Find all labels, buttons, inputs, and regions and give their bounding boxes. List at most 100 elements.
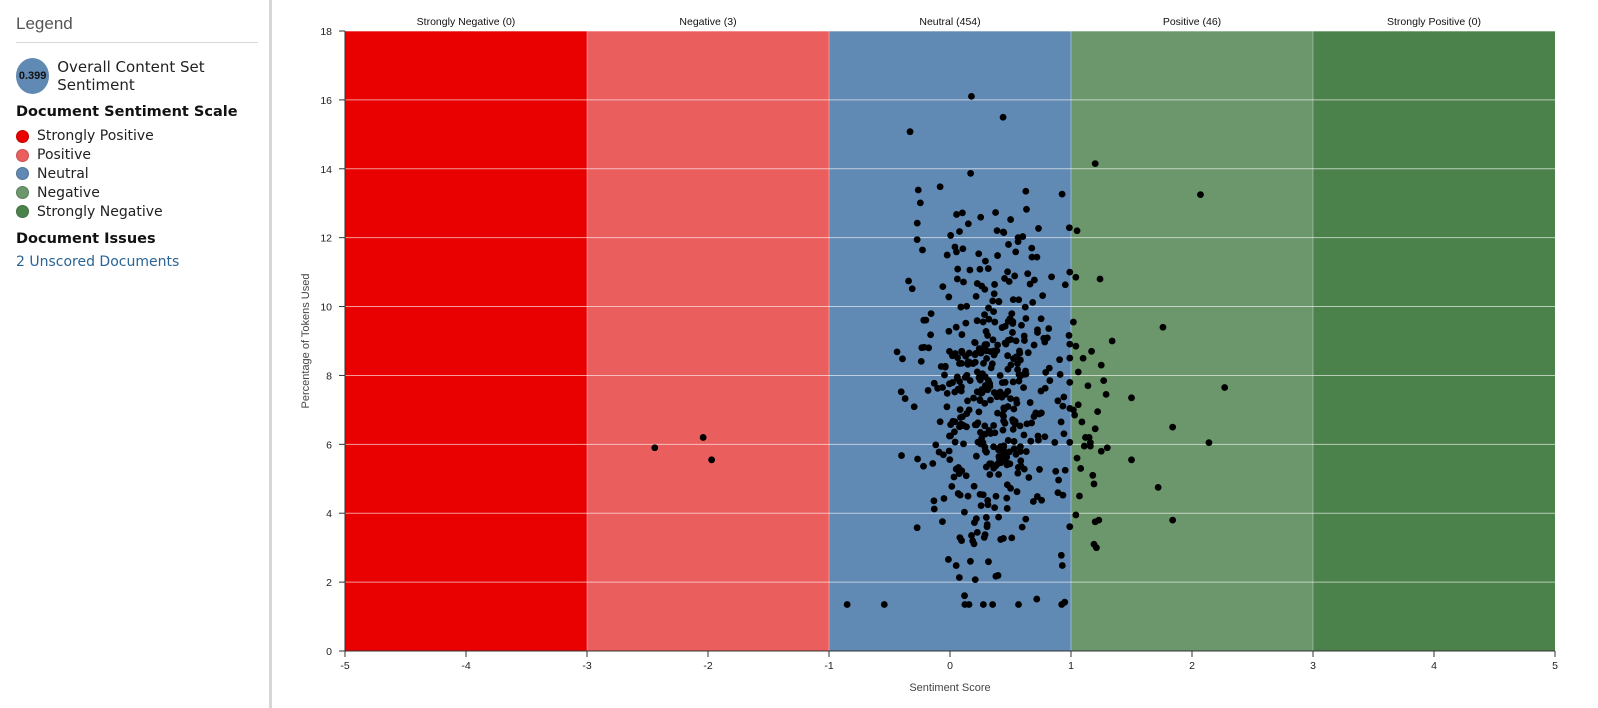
data-point bbox=[1066, 355, 1073, 362]
data-point bbox=[1020, 384, 1027, 391]
data-point bbox=[1019, 233, 1026, 240]
data-point bbox=[1074, 455, 1081, 462]
data-point bbox=[1022, 368, 1029, 375]
data-point bbox=[1197, 191, 1204, 198]
band-label: Positive (46) bbox=[1163, 16, 1221, 28]
data-point bbox=[1033, 596, 1040, 603]
data-point bbox=[1070, 319, 1077, 326]
data-point bbox=[1022, 315, 1029, 322]
scale-item-positive: Positive bbox=[16, 146, 163, 165]
data-point bbox=[945, 328, 952, 335]
data-point bbox=[1094, 408, 1101, 415]
data-point bbox=[1012, 248, 1019, 255]
overall-sentiment: 0.399 Overall Content Set Sentiment bbox=[16, 58, 269, 94]
data-point bbox=[981, 534, 988, 541]
data-point bbox=[1038, 410, 1045, 417]
data-point bbox=[1027, 399, 1034, 406]
data-point bbox=[1066, 439, 1073, 446]
data-point bbox=[914, 220, 921, 227]
data-point bbox=[960, 279, 967, 286]
data-point bbox=[993, 493, 1000, 500]
data-point bbox=[914, 524, 921, 531]
data-point bbox=[1025, 349, 1032, 356]
scale-item-negative: Negative bbox=[16, 183, 163, 202]
data-point bbox=[984, 523, 991, 530]
data-point bbox=[971, 339, 978, 346]
unscored-documents-link[interactable]: 2 Unscored Documents bbox=[16, 254, 179, 270]
data-point bbox=[963, 303, 970, 310]
data-point bbox=[1075, 369, 1082, 376]
data-point bbox=[1085, 382, 1092, 389]
data-point bbox=[1023, 206, 1030, 213]
data-point bbox=[1005, 241, 1012, 248]
scale-item-label: Strongly Positive bbox=[37, 128, 154, 144]
legend-panel: Legend 0.399 Overall Content Set Sentime… bbox=[0, 0, 272, 708]
data-point bbox=[1011, 273, 1018, 280]
data-point bbox=[1017, 373, 1024, 380]
x-tick-label: 3 bbox=[1310, 660, 1316, 672]
data-point bbox=[996, 453, 1003, 460]
data-point bbox=[959, 210, 966, 217]
data-point bbox=[961, 509, 968, 516]
data-point bbox=[1006, 278, 1013, 285]
x-tick-label: -4 bbox=[461, 660, 470, 672]
data-point bbox=[881, 601, 888, 608]
data-point bbox=[1045, 325, 1052, 332]
data-point bbox=[1061, 599, 1068, 606]
data-point bbox=[1021, 333, 1028, 340]
data-point bbox=[994, 252, 1001, 259]
data-point bbox=[1098, 448, 1105, 455]
data-point bbox=[946, 456, 953, 463]
band-labels: Strongly Negative (0) Negative (3) Neutral… bbox=[417, 16, 1481, 28]
data-point bbox=[1024, 420, 1031, 427]
sentiment-scale-list: Strongly Positive Positive Neutral Negat… bbox=[16, 127, 163, 221]
data-point bbox=[1062, 467, 1069, 474]
data-point bbox=[1080, 355, 1087, 362]
data-point bbox=[1088, 348, 1095, 355]
data-point bbox=[918, 358, 925, 365]
data-point bbox=[1010, 426, 1017, 433]
data-point bbox=[942, 364, 949, 371]
scale-item-strongly-positive: Strongly Positive bbox=[16, 127, 163, 146]
data-point bbox=[1005, 366, 1012, 373]
data-point bbox=[1025, 474, 1032, 481]
data-point bbox=[991, 389, 998, 396]
data-point bbox=[986, 471, 993, 478]
data-point bbox=[894, 349, 901, 356]
data-point bbox=[948, 483, 955, 490]
data-point bbox=[982, 258, 989, 265]
data-point bbox=[973, 453, 980, 460]
data-point bbox=[988, 364, 995, 371]
data-point bbox=[987, 397, 994, 404]
y-axis-label: Percentage of Tokens Used bbox=[300, 274, 312, 409]
data-point bbox=[1128, 394, 1135, 401]
band-label: Neutral (454) bbox=[919, 16, 980, 28]
data-point bbox=[1103, 391, 1110, 398]
data-point bbox=[1095, 517, 1102, 524]
data-point bbox=[1072, 274, 1079, 281]
legend-title: Legend bbox=[16, 14, 258, 43]
data-point bbox=[1041, 339, 1048, 346]
data-point bbox=[1014, 366, 1021, 373]
data-point bbox=[1030, 498, 1037, 505]
x-tick-label: 5 bbox=[1552, 660, 1558, 672]
data-point bbox=[936, 449, 943, 456]
band-1 bbox=[587, 31, 829, 651]
data-point bbox=[997, 536, 1004, 543]
y-tick-label: 16 bbox=[320, 95, 332, 107]
data-point bbox=[1022, 516, 1029, 523]
data-point bbox=[988, 460, 995, 467]
data-point bbox=[973, 421, 980, 428]
data-point bbox=[708, 456, 715, 463]
data-point bbox=[981, 343, 988, 350]
data-point bbox=[980, 491, 987, 498]
data-point bbox=[1019, 524, 1026, 531]
data-point bbox=[920, 463, 927, 470]
data-point bbox=[1078, 419, 1085, 426]
data-point bbox=[991, 290, 998, 297]
data-point bbox=[1104, 444, 1111, 451]
data-point bbox=[981, 286, 988, 293]
data-point bbox=[963, 423, 970, 430]
data-point bbox=[1092, 425, 1099, 432]
data-point bbox=[967, 558, 974, 565]
